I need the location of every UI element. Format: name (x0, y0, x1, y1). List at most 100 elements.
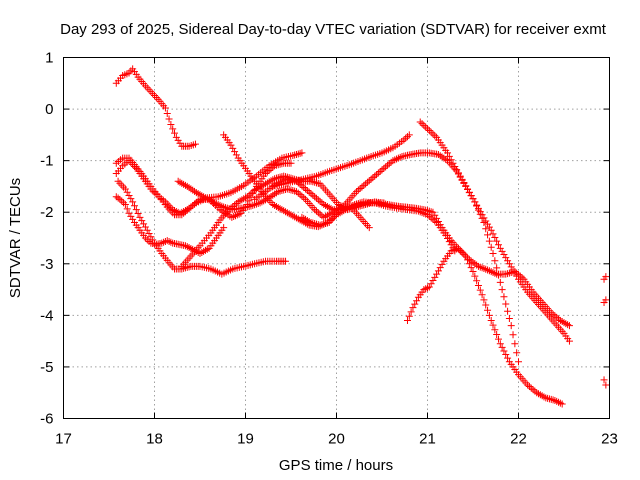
data-point (314, 179, 322, 187)
data-point (181, 242, 189, 250)
data-point (238, 196, 246, 204)
data-point (243, 193, 251, 201)
data-point (231, 201, 239, 209)
x-tick-label: 23 (601, 431, 618, 448)
data-point (298, 182, 306, 190)
data-point (434, 217, 442, 225)
data-point (473, 201, 481, 209)
x-tick-label: 19 (237, 431, 254, 448)
data-point (511, 269, 519, 277)
data-point (482, 265, 490, 273)
data-point (322, 220, 330, 228)
data-point (294, 150, 302, 158)
data-point (505, 260, 513, 268)
data-point (447, 156, 455, 164)
data-point (422, 123, 430, 131)
data-point (187, 203, 195, 211)
series-track-1 (112, 65, 199, 150)
data-point (391, 156, 399, 164)
data-point (496, 244, 504, 252)
data-point (209, 198, 217, 206)
data-point (320, 220, 328, 228)
data-point (431, 132, 439, 140)
data-point (129, 215, 137, 223)
data-point (602, 296, 610, 304)
data-point (445, 152, 453, 160)
data-point (485, 237, 493, 245)
data-point (551, 312, 559, 320)
series-track-11 (269, 131, 413, 190)
data-point (112, 193, 120, 201)
data-point (143, 84, 151, 92)
data-point (291, 187, 299, 195)
data-point (363, 178, 371, 186)
data-point (323, 219, 331, 227)
data-point (427, 128, 435, 136)
data-point (167, 207, 175, 215)
data-point (376, 167, 384, 175)
data-point (127, 195, 135, 203)
data-point (360, 181, 368, 189)
data-point (189, 202, 197, 210)
data-point (462, 182, 470, 190)
data-point (484, 220, 492, 228)
data-point (307, 219, 315, 227)
data-point (262, 170, 270, 178)
data-point (396, 153, 404, 161)
data-point (114, 177, 122, 185)
data-point (564, 321, 572, 329)
data-point (440, 154, 448, 162)
data-point (434, 150, 442, 158)
data-point (502, 300, 510, 308)
data-point (405, 131, 413, 139)
data-point (484, 266, 492, 274)
data-point (316, 210, 324, 218)
data-point (542, 394, 550, 402)
y-axis-label: SDTVAR / TECUs (7, 178, 24, 298)
data-point (383, 161, 391, 169)
data-point (274, 161, 282, 169)
data-point (491, 257, 499, 265)
y-tick-label: -6 (40, 411, 53, 428)
data-point (235, 210, 243, 218)
data-point (382, 163, 390, 171)
data-point (387, 158, 395, 166)
data-point (280, 172, 288, 180)
data-point (283, 185, 291, 193)
data-point (203, 245, 211, 253)
data-point (551, 396, 559, 404)
data-point (183, 243, 191, 251)
data-point (158, 239, 166, 247)
data-point (252, 200, 260, 208)
data-point (476, 263, 484, 271)
data-point (183, 182, 191, 190)
data-point (138, 217, 146, 225)
data-point (269, 191, 277, 199)
data-point (220, 224, 228, 232)
data-point (289, 187, 297, 195)
data-point (535, 390, 543, 398)
data-point (400, 136, 408, 144)
data-point (494, 271, 502, 279)
data-point (451, 246, 459, 254)
data-point (416, 118, 424, 126)
data-point (269, 163, 277, 171)
data-point (232, 199, 240, 207)
data-point (271, 162, 279, 170)
data-point (424, 284, 431, 292)
data-point (496, 340, 504, 348)
x-axis-label: GPS time / hours (279, 457, 393, 474)
data-point (114, 194, 122, 202)
data-point (327, 205, 335, 213)
data-point (489, 230, 497, 238)
data-point (231, 212, 239, 220)
data-point (424, 207, 431, 215)
data-point (418, 120, 426, 128)
data-point (489, 249, 497, 257)
data-point (454, 169, 462, 177)
data-point (258, 198, 266, 206)
data-point (493, 237, 501, 245)
data-point (500, 293, 508, 301)
data-point (518, 274, 526, 282)
data-point (292, 150, 300, 158)
